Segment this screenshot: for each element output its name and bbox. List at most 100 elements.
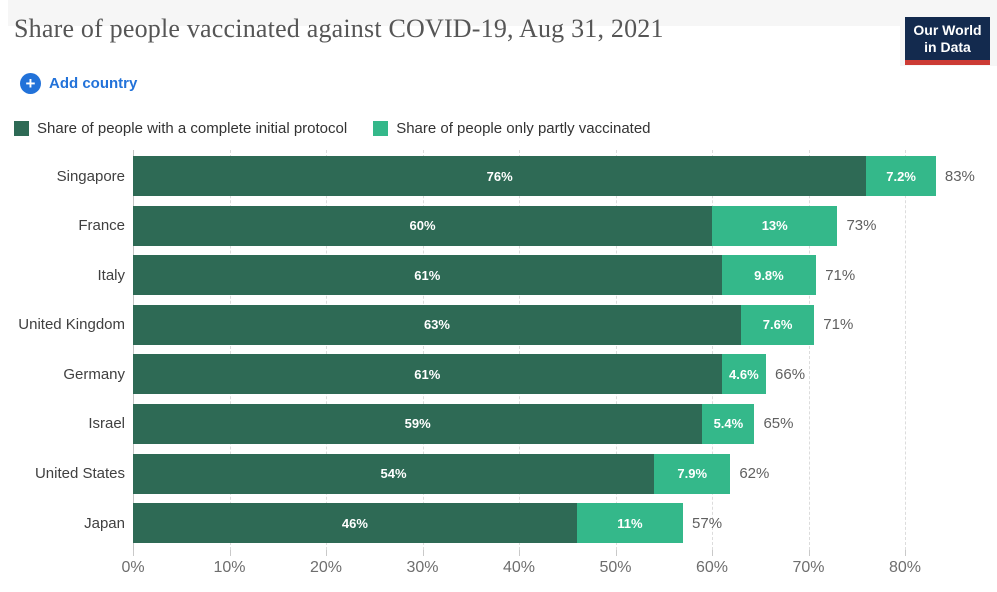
total-label: 62% xyxy=(739,465,770,483)
bar-value-label: 7.2% xyxy=(886,168,916,184)
owid-logo-line2: in Data xyxy=(924,39,971,55)
chart-title: Share of people vaccinated against COVID… xyxy=(14,14,664,43)
bar-value-label: 61% xyxy=(414,366,441,382)
bar-segment-partly[interactable]: 5.4% xyxy=(702,403,755,444)
country-label: United Kingdom xyxy=(18,316,125,334)
bar-segment-partly[interactable]: 7.9% xyxy=(654,453,731,494)
axis-tick-label: 10% xyxy=(213,559,246,576)
chart-row: Israel 59% 5.4% 65% xyxy=(0,403,997,444)
axis-tick-label: 60% xyxy=(695,559,729,576)
axis-tick xyxy=(326,550,327,556)
total-label: 73% xyxy=(846,217,877,235)
bar-segment-complete[interactable]: 60% xyxy=(133,205,712,246)
country-label: Germany xyxy=(63,365,125,383)
axis-tick-label: 30% xyxy=(406,559,439,576)
chart-row: Germany 61% 4.6% 66% xyxy=(0,354,997,395)
axis-tick-label: 40% xyxy=(502,559,536,576)
gridline xyxy=(326,150,327,550)
country-label: United States xyxy=(34,465,125,483)
bar-segment-partly[interactable]: 13% xyxy=(712,205,838,246)
country-label: Japan xyxy=(84,514,125,532)
bar-value-label: 46% xyxy=(341,515,368,531)
bar-value-label: 54% xyxy=(380,466,407,482)
bar-segment-complete[interactable]: 59% xyxy=(133,403,703,444)
axis-tick xyxy=(229,550,231,556)
add-country-button[interactable]: + Add country xyxy=(20,73,137,94)
bar-value-label: 13% xyxy=(761,218,788,234)
bar-value-label: 63% xyxy=(423,317,450,333)
bar-track: 61% 9.8% 71% xyxy=(133,255,855,296)
owid-logo[interactable]: Our World in Data xyxy=(905,17,990,65)
legend: Share of people with a complete initial … xyxy=(14,120,651,137)
chart-row: United States 54% 7.9% 62% xyxy=(0,453,997,494)
axis-tick xyxy=(519,550,520,556)
country-label: France xyxy=(78,217,125,235)
add-country-label: Add country xyxy=(49,75,138,92)
gridline xyxy=(905,150,906,550)
axis-tick xyxy=(615,550,617,556)
legend-item-complete: Share of people with a complete initial … xyxy=(14,120,347,137)
bar-segment-partly[interactable]: 7.2% xyxy=(866,156,936,196)
country-label: Singapore xyxy=(56,167,125,185)
bar-segment-partly[interactable]: 9.8% xyxy=(721,255,817,296)
axis-tick-label: 50% xyxy=(599,559,632,576)
total-label: 71% xyxy=(823,316,854,334)
bar-segment-complete[interactable]: 61% xyxy=(133,354,722,395)
chart-row: Japan 46% 11% 57% xyxy=(0,503,997,544)
bar-segment-complete[interactable]: 63% xyxy=(133,304,741,345)
axis-tick xyxy=(808,550,810,556)
axis-tick xyxy=(133,550,134,556)
bar-segment-complete[interactable]: 61% xyxy=(133,255,722,296)
bar-segment-partly[interactable]: 7.6% xyxy=(740,304,815,345)
bar-track: 46% 11% 57% xyxy=(133,503,722,544)
bar-value-label: 60% xyxy=(409,218,436,234)
bar-segment-complete[interactable]: 76% xyxy=(133,156,867,196)
gridline xyxy=(808,150,810,550)
bar-segment-complete[interactable]: 54% xyxy=(133,453,655,494)
bar-segment-partly[interactable]: 11% xyxy=(576,503,684,544)
bar-segment-complete[interactable]: 46% xyxy=(133,503,577,544)
bar-value-label: 61% xyxy=(414,267,441,283)
legend-swatch-partly-icon xyxy=(373,121,389,136)
bar-track: 60% 13% 73% xyxy=(133,205,877,246)
bar-track: 76% 7.2% 83% xyxy=(133,156,975,196)
chart-rows: Singapore 76% 7.2% 83% France 60% 13% 73% Italy 6… xyxy=(0,156,997,553)
axis-tick-label: 20% xyxy=(309,559,343,576)
axis-tick xyxy=(712,550,713,556)
bar-value-label: 4.6% xyxy=(729,366,759,382)
axis-tick-label: 70% xyxy=(792,559,825,576)
gridline xyxy=(229,150,231,550)
axis-tick xyxy=(422,550,424,556)
page-top-strip xyxy=(8,0,997,26)
total-label: 83% xyxy=(944,167,975,185)
axis-tick-label: 80% xyxy=(888,559,922,576)
bar-track: 59% 5.4% 65% xyxy=(133,403,794,444)
bar-value-label: 7.9% xyxy=(677,466,708,482)
bar-track: 63% 7.6% 71% xyxy=(133,304,854,345)
legend-label-complete: Share of people with a complete initial … xyxy=(37,120,348,137)
bar-segment-partly[interactable]: 4.6% xyxy=(721,354,767,395)
legend-label-partly: Share of people only partly vaccinated xyxy=(396,120,651,137)
gridline xyxy=(133,150,134,550)
bar-track: 61% 4.6% 66% xyxy=(133,354,806,395)
bar-value-label: 7.6% xyxy=(762,317,793,333)
bar-value-label: 5.4% xyxy=(713,416,744,432)
plot-area: Singapore 76% 7.2% 83% France 60% 13% 73% Italy 6… xyxy=(0,150,997,592)
chart-row: Italy 61% 9.8% 71% xyxy=(0,255,997,296)
chart-row: France 60% 13% 73% xyxy=(0,205,997,246)
bar-value-label: 76% xyxy=(486,168,513,184)
gridline xyxy=(615,150,617,550)
gridline xyxy=(519,150,520,550)
chart-row: Singapore 76% 7.2% 83% xyxy=(0,156,997,196)
bar-track: 54% 7.9% 62% xyxy=(133,453,770,494)
country-label: Italy xyxy=(97,266,125,284)
bar-value-label: 11% xyxy=(617,515,643,531)
bar-value-label: 59% xyxy=(404,416,431,432)
chart-row: United Kingdom 63% 7.6% 71% xyxy=(0,304,997,345)
total-label: 66% xyxy=(775,365,806,383)
gridline xyxy=(422,150,424,550)
axis-tick xyxy=(905,550,906,556)
country-label: Israel xyxy=(88,415,125,433)
total-label: 65% xyxy=(763,415,794,433)
